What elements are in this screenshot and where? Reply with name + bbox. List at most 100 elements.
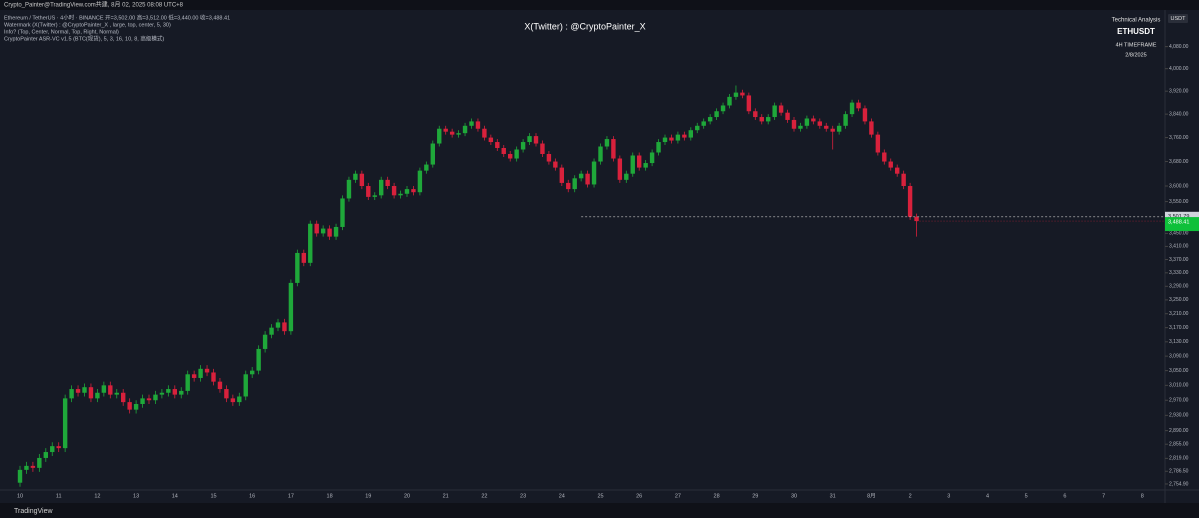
candle-body [391,186,397,196]
x-tick-label: 6 [1063,493,1066,499]
candle-body [288,282,294,332]
y-tick-label: 3,250.00 [1169,297,1189,303]
candle-body [243,374,248,397]
x-tick-label: 13 [133,493,139,499]
top-bar-text: Crypto_Painter@TradingView.com共建, 8月 02,… [4,1,184,9]
candle-body [82,387,87,393]
candle-body [740,92,745,96]
candle-body [211,372,216,382]
candle-body [230,398,236,403]
plot [17,85,919,487]
x-tick-label: 19 [365,493,371,499]
candle-body [366,186,371,197]
candle-body [217,381,223,390]
candle-body [449,131,455,135]
footer-logo: TradingView [14,508,53,515]
y-tick-label: 3,010.00 [1169,383,1189,389]
candle-body [224,389,229,399]
candle-body [488,137,494,143]
candle-body [108,385,113,395]
candle-body [753,111,758,118]
x-tick-label: 26 [636,493,642,499]
info-text: ETHUSDT [1117,27,1155,36]
candle-body [256,348,261,371]
legend-line: Info? (Top, Center, Normal, Top, Right, … [4,29,119,35]
candle-body [617,158,623,180]
legend-line: Ethereum / TetherUS · 4小时 · BINANCE 开=3,… [4,13,230,21]
candle-body [95,392,100,399]
x-tick-label: 23 [520,493,526,499]
candle-body [533,136,539,144]
y-tick-label: 3,290.00 [1169,284,1189,290]
candle-body [682,134,687,138]
candle-body [411,189,416,193]
y-tick-label: 3,680.00 [1169,159,1189,165]
candle-body [553,161,558,168]
candle-body [688,130,693,138]
x-tick-label: 10 [17,493,23,499]
candle-body [669,137,674,141]
candle-body [546,153,552,162]
candle-body [759,117,764,122]
y-tick-label: 2,930.00 [1169,413,1189,419]
candle-body [585,173,590,185]
currency-label[interactable]: USDT [1171,16,1187,22]
candle-body [101,385,107,393]
legend-line: Watermark (X(Twitter) : @CryptoPainter_X… [4,22,171,28]
candle-body [398,193,403,196]
x-tick-label: 12 [94,493,100,499]
candle-body [598,146,603,162]
candle-body [153,394,158,401]
candle-body [372,195,377,197]
candle-body [649,152,655,164]
candle-body [320,228,326,234]
candle-body [198,368,203,378]
candle-body [424,164,429,171]
candle-body [888,161,893,168]
x-tick-label: 4 [986,493,989,499]
candle-body [346,179,352,199]
candle-body [159,392,165,395]
candle-body [185,374,190,391]
candle-body [443,128,448,132]
candle-body [520,142,526,150]
candle-body [811,118,816,122]
candle-body [24,465,29,470]
candle-body [785,112,790,120]
candle-body [37,457,42,468]
candle-body [333,226,339,237]
candle-body [133,403,139,410]
y-tick-label: 3,330.00 [1169,270,1189,276]
candle-body [869,121,874,135]
candle-body [862,108,868,122]
x-tick-label: 30 [791,493,797,499]
candle-body [662,137,668,143]
x-tick-label: 24 [559,493,565,499]
candle-body [430,143,435,165]
candle-body [559,167,564,183]
x-tick-label: 3 [947,493,950,499]
top-bar [0,0,1199,10]
candle-body [501,147,506,154]
watermark: X(Twitter) : @CryptoPainter_X [524,21,645,31]
candle-body [43,452,48,458]
candle-body [404,189,410,194]
y-tick-label: 3,920.00 [1169,89,1189,95]
candle-body [720,105,726,112]
candle-body [572,178,577,190]
y-tick-label: 3,130.00 [1169,339,1189,345]
x-tick-label: 25 [597,493,603,499]
candle-body [637,155,642,168]
candle-body [882,152,887,162]
candle-body [295,252,300,283]
y-tick-label: 2,890.00 [1169,428,1189,434]
x-tick-label: 27 [675,493,681,499]
candle-body [746,95,752,112]
x-tick-label: 8 [1141,493,1144,499]
currency-box[interactable] [1168,14,1188,23]
candle-body [907,186,913,217]
candle-body [656,142,661,153]
candle-body [204,368,210,373]
